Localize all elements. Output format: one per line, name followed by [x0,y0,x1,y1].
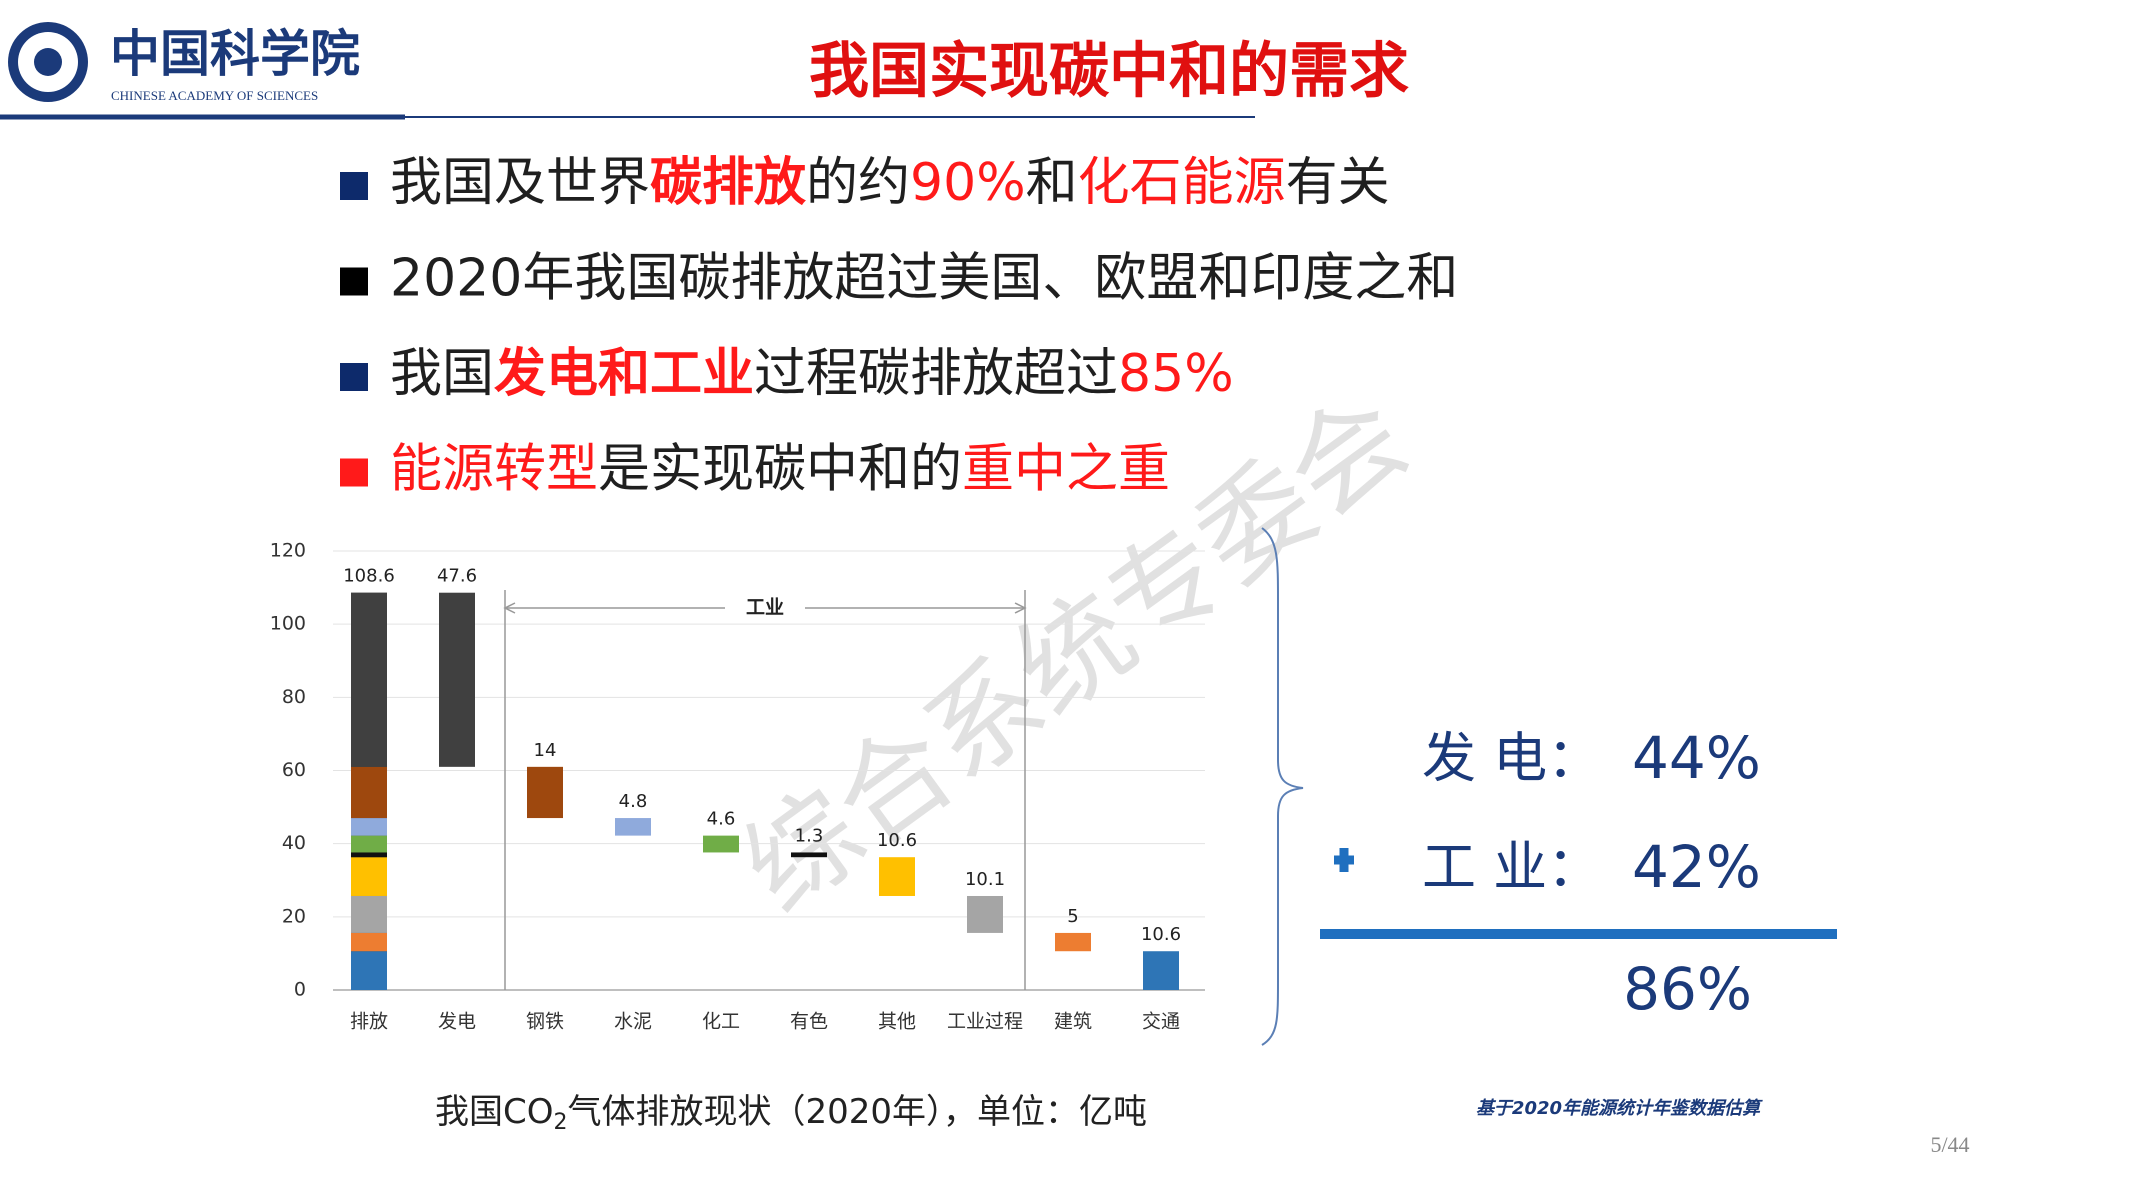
x-tick-label: 钢铁 [526,1011,564,1033]
summary-label: 工 业： [1422,836,1601,899]
y-tick-label: 80 [282,686,306,708]
waterfall-bar [1055,932,1091,952]
total-segment [351,857,387,896]
bullet-segment: 重中之重 [962,440,1170,500]
value-label: 4.8 [619,791,648,812]
slide-title: 我国实现碳中和的需求 [809,37,1409,107]
waterfall-bar [615,818,651,836]
value-label: 1.3 [795,825,824,846]
value-label: 10.1 [965,869,1005,890]
bullet-segment: 发电和工业 [494,344,754,404]
bullet-segment: 化石能源 [1078,153,1286,213]
brace [1261,527,1304,1046]
plus-sign [1334,848,1354,872]
summary: 86% 发 电： 44% 工 业： 42% [1320,724,1837,1023]
caption-text: 气体排放现状（2020年），单位：亿吨 [568,1092,1148,1132]
bullet-marker [340,363,368,391]
arrow-head [503,602,516,614]
bullet-list: 我国及世界碳排放的约90%和化石能源有关 2020年我国碳排放超过美国、欧盟和印度… [340,153,1458,500]
waterfall-bar [439,592,475,767]
summary-label: 发 电： [1422,727,1601,790]
x-tick-label: 有色 [790,1011,828,1033]
bullet-segment: 和 [1026,153,1078,213]
bullet-marker [340,172,368,200]
value-label: 10.6 [877,830,917,851]
bullet-segment: 过程碳排放超过 [754,344,1118,404]
y-tick-label: 0 [294,979,306,1001]
summary-value: 44% [1632,724,1761,792]
waterfall-bar [1143,951,1179,990]
bullet-segment: 碳排放 [650,153,806,213]
total-segment [351,951,387,990]
bullet-segment: 的约 [806,153,910,213]
waterfall-bar [527,766,563,819]
bullet-segment: 我国 [390,344,494,404]
bullet-segment: 能源转型 [390,440,598,500]
logo-en: CHINESE ACADEMY OF SCIENCES [111,88,318,103]
bullet-segment: 是实现碳中和的 [598,440,962,500]
value-label: 10.6 [1141,924,1181,945]
total-segment [351,835,387,853]
total-segment [351,852,387,858]
annotation: 工业 [746,597,784,619]
bullet-text: 能源转型是实现碳中和的重中之重 [390,440,1170,500]
value-label: 14 [534,740,557,761]
bullet-segment: 85% [1118,344,1234,404]
x-tick-label: 建筑 [1054,1011,1092,1033]
chart: 0 20 40 60 80 100 120 108.6 排放 47.6 发电 14 钢铁 4.8 水泥 4.6… [270,540,1205,1033]
total-segment [351,895,387,933]
logo-cn: 中国科学院 [110,24,360,83]
x-tick-label: 排放 [350,1011,388,1033]
waterfall-bar [967,895,1003,933]
x-tick-label: 化工 [702,1011,740,1033]
bullet-segment: 有关 [1286,153,1390,213]
bullet-text: 我国发电和工业过程碳排放超过85% [390,344,1234,404]
page-number: 5/44 [1930,1132,1969,1157]
summary-total: 86% [1623,955,1752,1023]
total-segment [351,932,387,952]
y-tick-label: 40 [282,832,306,854]
value-label: 5 [1067,906,1078,927]
bullet-text: 我国及世界碳排放的约90%和化石能源有关 [390,153,1390,213]
bullet-segment: 90% [910,153,1026,213]
y-tick-label: 60 [282,759,306,781]
total-segment [351,766,387,819]
value-label: 108.6 [343,566,395,587]
y-tick-label: 120 [270,540,306,562]
caption-text: 我国CO [435,1092,554,1132]
waterfall-bar [791,852,827,858]
x-tick-label: 发电 [438,1011,476,1033]
value-label: 4.6 [707,809,736,830]
sum-rule [1320,929,1837,939]
logo-emblem-core [34,48,62,76]
x-tick-label: 水泥 [614,1011,652,1033]
value-label: 47.6 [437,566,477,587]
logo: 中国科学院 CHINESE ACADEMY OF SCIENCES [8,22,360,103]
caption: 我国CO2气体排放现状（2020年），单位：亿吨 [435,1092,1147,1136]
x-tick-label: 其他 [878,1011,916,1033]
summary-value: 42% [1632,833,1761,901]
bullet-text: 2020年我国碳排放超过美国、欧盟和印度之和 [390,249,1458,309]
y-tick-label: 100 [270,613,306,635]
bullet-segment: 我国及世界 [390,153,650,213]
x-tick-label: 工业过程 [947,1011,1023,1033]
caption-subscript: 2 [554,1110,568,1135]
waterfall-bar [879,857,915,896]
bullet-marker [340,458,368,487]
total-segment [351,592,387,767]
y-tick-label: 20 [282,905,306,927]
bullet-marker [340,267,368,296]
waterfall-bar [703,835,739,853]
bullet-segment: 2020年我国碳排放超过美国、欧盟和印度之和 [390,249,1458,309]
x-tick-label: 交通 [1142,1011,1180,1033]
arrow-head [1014,602,1027,614]
source-note: 基于2020年能源统计年鉴数据估算 [1476,1098,1763,1119]
total-segment [351,818,387,836]
